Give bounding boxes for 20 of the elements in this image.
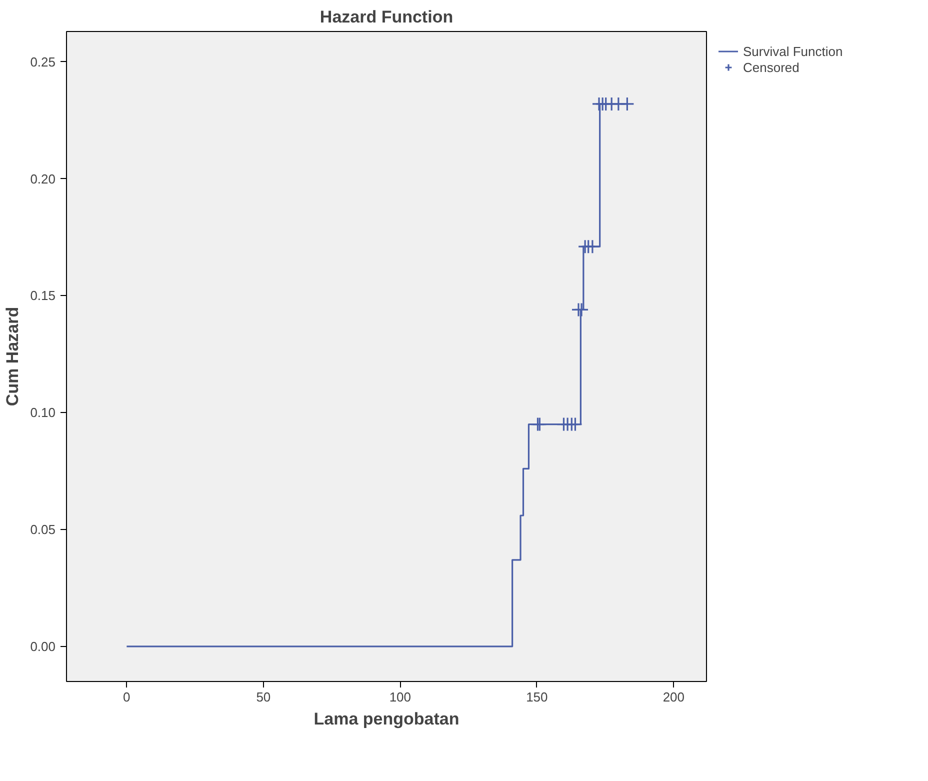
x-axis-title: Lama pengobatan: [314, 710, 460, 728]
y-tick-label: 0.20: [30, 171, 56, 186]
y-tick-label: 0.05: [30, 522, 56, 538]
x-tick-label: 0: [123, 690, 130, 704]
x-tick-label: 150: [526, 690, 548, 704]
y-tick-label: 0.10: [30, 405, 56, 420]
point: [574, 302, 589, 318]
y-tick-label: 0.25: [30, 54, 56, 70]
x-tick-label: 200: [662, 690, 685, 704]
point: [585, 239, 600, 254]
x-tick-label: 100: [389, 690, 412, 704]
point: [568, 417, 583, 432]
legend-label: Survival Function: [743, 43, 843, 59]
legend-label: Censored: [743, 59, 800, 75]
x-tick-label: 50: [256, 690, 271, 704]
y-tick-label: 0.15: [30, 288, 56, 304]
y-tick-label: 0.00: [30, 638, 56, 654]
y-axis-title: Cum Hazard: [3, 306, 22, 406]
point: [620, 96, 634, 112]
chart-title: Hazard Function: [320, 8, 454, 26]
